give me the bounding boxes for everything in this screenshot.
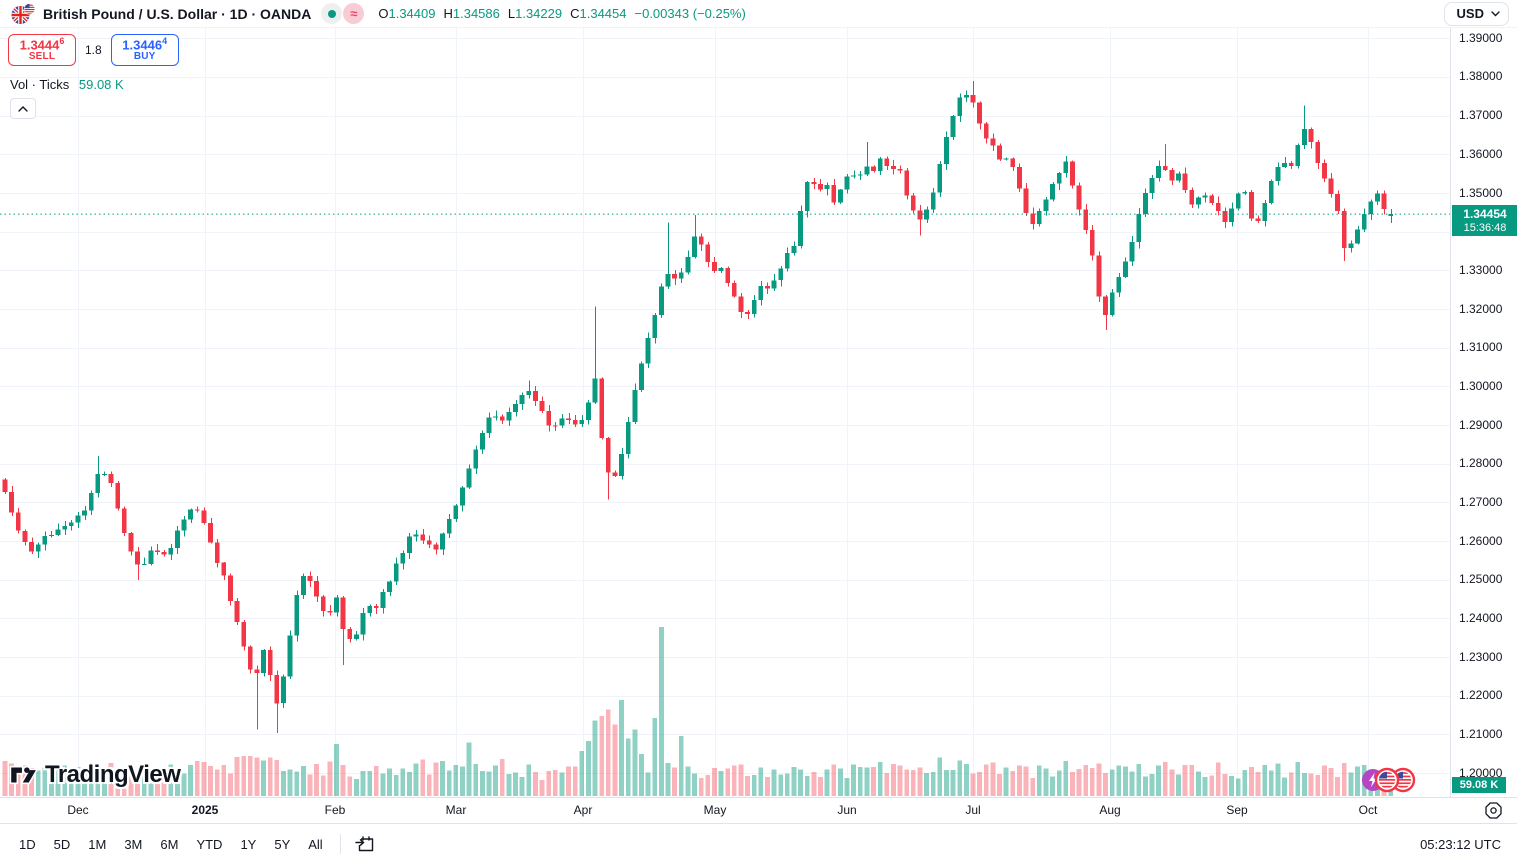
time-axis-label-may: May — [703, 803, 727, 817]
market-status-group: ≈ — [321, 3, 365, 24]
range-button-1d[interactable]: 1D — [10, 831, 45, 858]
us-flag-event-icon[interactable] — [1374, 767, 1400, 793]
symbol-title[interactable]: British Pound / U.S. Dollar · 1D · OANDA — [43, 5, 312, 22]
range-button-all[interactable]: All — [299, 831, 331, 858]
bottom-toolbar: 1D 5D 1M 3M 6M YTD 1Y 5Y All 05:23:12 UTC — [0, 823, 1517, 864]
time-axis[interactable]: Dec 2025 Feb Mar Apr May Jun Jul Aug Sep Oct — [0, 797, 1517, 823]
chevron-down-icon — [1491, 10, 1500, 16]
time-axis-label-sep: Sep — [1226, 803, 1248, 817]
price-axis-label: 1.23000 — [1459, 649, 1503, 664]
candles-layer — [2, 81, 1394, 733]
price-axis-label: 1.25000 — [1459, 572, 1503, 587]
sell-label: SELL — [28, 51, 56, 63]
chevron-up-icon — [18, 105, 28, 112]
price-axis-label: 1.28000 — [1459, 456, 1503, 471]
current-price-value: 1.34454 — [1463, 207, 1507, 222]
price-axis-label: 1.21000 — [1459, 726, 1503, 741]
ohlc-change-value: −0.00343 (−0.25%) — [634, 6, 746, 21]
price-axis-label: 1.36000 — [1459, 146, 1503, 161]
ohlc-close-value: 1.34454 — [579, 6, 627, 21]
tradingview-watermark: TradingView — [8, 760, 181, 790]
range-buttons-group: 1D 5D 1M 3M 6M YTD 1Y 5Y All — [10, 831, 332, 858]
range-button-6m[interactable]: 6M — [151, 831, 187, 858]
symbol-header-bar: British Pound / U.S. Dollar · 1D · OANDA… — [0, 0, 1517, 28]
volume-indicator-label: Vol · Ticks — [10, 77, 70, 92]
time-axis-label-2025: 2025 — [191, 803, 219, 817]
collapse-indicator-button[interactable] — [10, 98, 36, 119]
ohlc-low-label: L — [507, 6, 516, 21]
time-axis-label-jul: Jul — [965, 803, 981, 817]
tradingview-watermark-text: TradingView — [45, 761, 181, 788]
price-axis[interactable]: 1.34454 15:36:48 59.08 K 1.39000 1.38000 1… — [1450, 28, 1517, 797]
price-axis-label: 1.26000 — [1459, 533, 1503, 548]
ohlc-open-label: O — [378, 6, 389, 21]
trade-widget: 1.34446 SELL 1.8 1.34464 BUY — [8, 34, 179, 66]
chart-pane[interactable]: 1.34446 SELL 1.8 1.34464 BUY Vol · Ticks… — [0, 28, 1450, 797]
time-axis-label-dec: Dec — [67, 803, 89, 817]
buy-price-pip: 4 — [162, 36, 168, 47]
price-axis-label: 1.27000 — [1459, 494, 1503, 509]
delayed-data-icon[interactable]: ≈ — [343, 3, 365, 24]
toolbar-divider — [339, 834, 341, 854]
ohlc-close-label: C — [570, 6, 580, 21]
sell-button[interactable]: 1.34446 SELL — [8, 34, 76, 66]
ohlc-high-value: 1.34586 — [452, 6, 500, 21]
ohlc-high-label: H — [443, 6, 453, 21]
price-axis-label: 1.37000 — [1459, 108, 1503, 123]
time-axis-label-feb: Feb — [324, 803, 346, 817]
bar-countdown: 15:36:48 — [1463, 222, 1507, 235]
go-to-date-button[interactable] — [349, 830, 382, 858]
ohlc-low-value: 1.34229 — [515, 6, 563, 21]
time-axis-label-aug: Aug — [1099, 803, 1121, 817]
range-button-1y[interactable]: 1Y — [231, 831, 265, 858]
price-axis-label: 1.20000 — [1459, 765, 1503, 780]
price-axis-label: 1.30000 — [1459, 378, 1503, 393]
candlestick-chart[interactable] — [0, 28, 1450, 797]
price-axis-label: 1.24000 — [1459, 610, 1503, 625]
price-axis-label: 1.31000 — [1459, 340, 1503, 355]
time-axis-label-oct: Oct — [1358, 803, 1378, 817]
current-volume-badge: 59.08 K — [1452, 777, 1506, 793]
time-axis-label-apr: Apr — [573, 803, 593, 817]
range-button-3m[interactable]: 3M — [115, 831, 151, 858]
price-axis-label: 1.29000 — [1459, 417, 1503, 432]
range-button-5y[interactable]: 5Y — [265, 831, 299, 858]
ohlc-readout: O1.34409 H1.34586 L1.34229 C1.34454 −0.0… — [378, 6, 753, 21]
time-axis-label-jun: Jun — [837, 803, 857, 817]
gbpusd-flag-icon — [11, 2, 36, 24]
tradingview-logo-icon — [9, 765, 38, 785]
range-button-5d[interactable]: 5D — [45, 831, 80, 858]
ohlc-open-value: 1.34409 — [388, 6, 436, 21]
volume-indicator-legend[interactable]: Vol · Ticks 59.08 K — [10, 77, 124, 92]
currency-selector[interactable]: USD — [1443, 1, 1509, 26]
time-axis-label-mar: Mar — [445, 803, 467, 817]
current-price-badge: 1.34454 15:36:48 — [1452, 205, 1517, 237]
volume-layer — [2, 627, 1394, 796]
spread-value: 1.8 — [85, 43, 102, 57]
price-axis-label: 1.33000 — [1459, 262, 1503, 277]
price-axis-label: 1.32000 — [1459, 301, 1503, 316]
price-axis-label: 1.35000 — [1459, 185, 1503, 200]
economic-events-group — [1360, 767, 1424, 795]
buy-button[interactable]: 1.34464 BUY — [110, 34, 179, 66]
price-axis-label: 1.39000 — [1459, 30, 1503, 45]
clock-utc[interactable]: 05:23:12 UTC — [1420, 836, 1501, 852]
calendar-arrow-icon — [355, 836, 373, 852]
buy-price: 1.3446 — [122, 37, 163, 53]
range-button-ytd[interactable]: YTD — [187, 831, 231, 858]
buy-label: BUY — [133, 51, 156, 63]
sell-price: 1.3444 — [19, 37, 60, 53]
market-open-icon[interactable] — [321, 3, 343, 24]
volume-indicator-value: 59.08 K — [78, 77, 124, 92]
time-settings-icon[interactable] — [1484, 801, 1503, 820]
grid-layer — [0, 28, 1450, 797]
range-button-1m[interactable]: 1M — [79, 831, 115, 858]
price-axis-label: 1.38000 — [1459, 69, 1503, 84]
price-axis-label: 1.22000 — [1459, 688, 1503, 703]
sell-price-pip: 6 — [59, 36, 65, 47]
currency-selector-label: USD — [1456, 6, 1484, 21]
